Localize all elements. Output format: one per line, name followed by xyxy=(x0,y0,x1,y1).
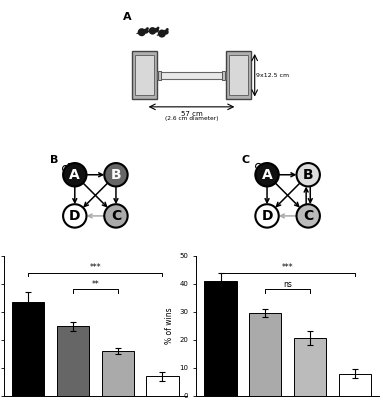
Text: C: C xyxy=(303,209,313,223)
Text: C: C xyxy=(111,209,121,223)
Circle shape xyxy=(157,27,159,29)
Text: A: A xyxy=(262,168,272,182)
Circle shape xyxy=(255,163,279,186)
Circle shape xyxy=(164,30,169,35)
Text: (2.6 cm diameter): (2.6 cm diameter) xyxy=(165,116,218,121)
Text: A: A xyxy=(123,12,131,22)
Circle shape xyxy=(158,30,166,38)
Bar xyxy=(229,55,249,96)
Bar xyxy=(146,376,178,396)
Text: 9x12.5 cm: 9x12.5 cm xyxy=(256,73,290,78)
Text: C: C xyxy=(242,155,250,165)
Circle shape xyxy=(149,27,156,35)
Y-axis label: % of wins: % of wins xyxy=(165,308,174,344)
Text: ♂: ♂ xyxy=(61,162,72,175)
Text: B: B xyxy=(303,168,314,182)
Bar xyxy=(205,281,237,396)
Bar xyxy=(222,71,225,80)
Text: ns: ns xyxy=(283,280,292,288)
Text: ♀: ♀ xyxy=(254,162,263,175)
Bar xyxy=(294,338,326,396)
Text: B: B xyxy=(111,168,121,182)
Bar xyxy=(57,326,89,396)
Text: D: D xyxy=(69,209,80,223)
Circle shape xyxy=(138,28,146,36)
Bar xyxy=(339,374,371,396)
Circle shape xyxy=(296,163,320,186)
Bar xyxy=(249,313,282,396)
Circle shape xyxy=(63,163,87,186)
Circle shape xyxy=(63,204,87,228)
Circle shape xyxy=(146,27,149,30)
Bar xyxy=(134,55,154,96)
Circle shape xyxy=(255,204,279,228)
Text: ***: *** xyxy=(282,263,293,272)
Text: ***: *** xyxy=(90,263,101,272)
Text: D: D xyxy=(261,209,273,223)
Text: 57 cm: 57 cm xyxy=(181,111,202,117)
Bar xyxy=(158,71,161,80)
Circle shape xyxy=(104,163,128,186)
Bar xyxy=(226,51,251,100)
Circle shape xyxy=(296,204,320,228)
Bar xyxy=(132,51,157,100)
Circle shape xyxy=(154,28,159,32)
Circle shape xyxy=(143,28,149,34)
Circle shape xyxy=(104,204,128,228)
Bar xyxy=(157,72,226,79)
Circle shape xyxy=(166,28,169,31)
Bar xyxy=(12,302,44,396)
Bar xyxy=(101,351,134,396)
Text: B: B xyxy=(49,155,58,165)
Text: A: A xyxy=(69,168,80,182)
Text: **: ** xyxy=(92,280,99,288)
